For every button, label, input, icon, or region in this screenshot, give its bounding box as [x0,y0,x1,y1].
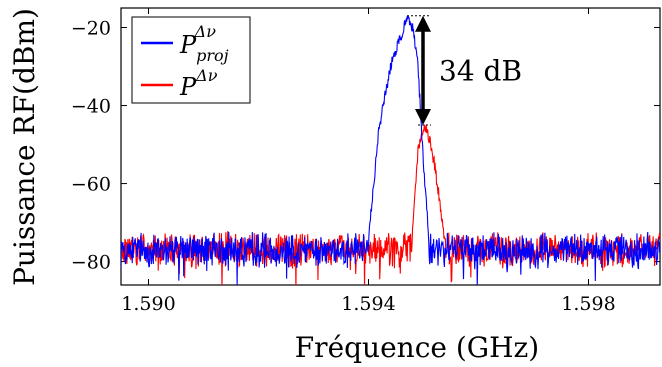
y-tick-label-0: −20 [71,18,111,40]
x-tick-label-0: 1.590 [121,293,175,315]
annotation-arrow-head-bottom [415,109,431,126]
legend-label-1: PΔν [179,66,218,101]
x-tick-label-2: 1.598 [561,293,615,315]
legend-box [131,16,251,104]
x-tick-label-1: 1.594 [341,293,395,315]
series-layer [121,15,660,285]
x-axis-title: Fréquence (GHz) [295,331,539,364]
annotation-arrow-head-top [415,15,431,32]
series-line-0 [121,15,660,285]
plot-frame [120,7,661,286]
y-axis-title: Puissance RF(dBm) [8,8,41,286]
y-tick-label-1: −40 [71,96,111,118]
y-tick-label-3: −80 [71,252,111,274]
y-tick-label-2: −60 [71,174,111,196]
series-line-1 [121,124,660,285]
plot-area [120,7,661,286]
annotation-layer: 34 dB [407,15,522,126]
annotation-label: 34 dB [439,54,522,87]
legend-label-0: PprojΔν [179,22,229,65]
ticks: 1.590 1.594 1.598 −20 −40 −60 −80 [71,8,660,315]
